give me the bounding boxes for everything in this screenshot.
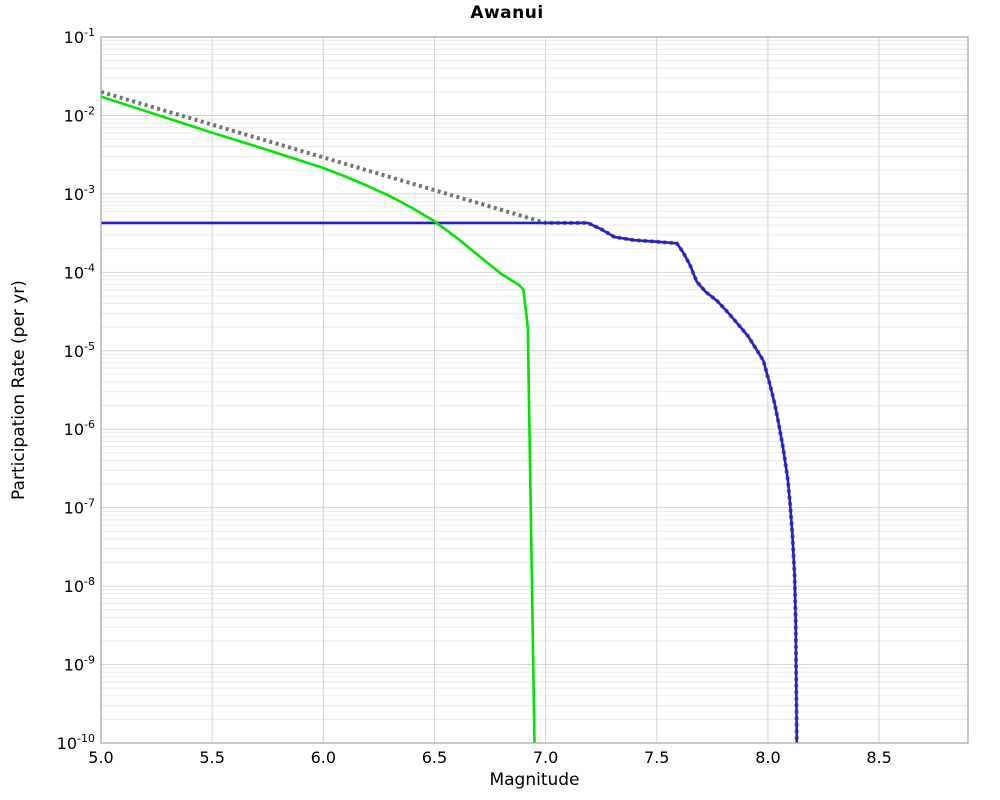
x-tick-label: 7.0: [533, 748, 558, 767]
chart-title: Awanui: [470, 3, 544, 23]
x-tick-label: 7.5: [644, 748, 669, 767]
x-tick-label: 8.5: [866, 748, 891, 767]
gr-extrapolation-dotted: [101, 89, 799, 743]
y-tick-label: 10-1: [64, 26, 95, 47]
green-truncated-curve: [101, 95, 536, 743]
y-tick-label: 10-3: [64, 183, 95, 204]
x-tick-label: 5.5: [199, 748, 224, 767]
x-axis-label: Magnitude: [489, 770, 580, 790]
x-tick-label: 6.0: [311, 748, 336, 767]
y-tick-label: 10-7: [64, 497, 95, 518]
major-gridlines: [100, 36, 968, 744]
blue-participation-curve: [101, 221, 799, 743]
y-tick-label: 10-9: [64, 654, 95, 675]
series-group: [101, 89, 799, 743]
y-tick-label: 10-5: [64, 340, 95, 361]
y-tick-label: 10-4: [64, 261, 95, 282]
y-tick-label: 10-6: [64, 418, 95, 439]
minor-gridlines: [101, 40, 968, 720]
x-tick-label: 8.0: [755, 748, 780, 767]
x-tick-label: 5.0: [88, 748, 113, 767]
plot-frame: [100, 36, 969, 744]
x-tick-label: 6.5: [422, 748, 447, 767]
y-tick-label: 10-8: [64, 575, 95, 596]
y-tick-label: 10-2: [64, 104, 95, 125]
tick-labels: 10-110-210-310-410-510-610-710-810-910-1…: [57, 26, 892, 767]
